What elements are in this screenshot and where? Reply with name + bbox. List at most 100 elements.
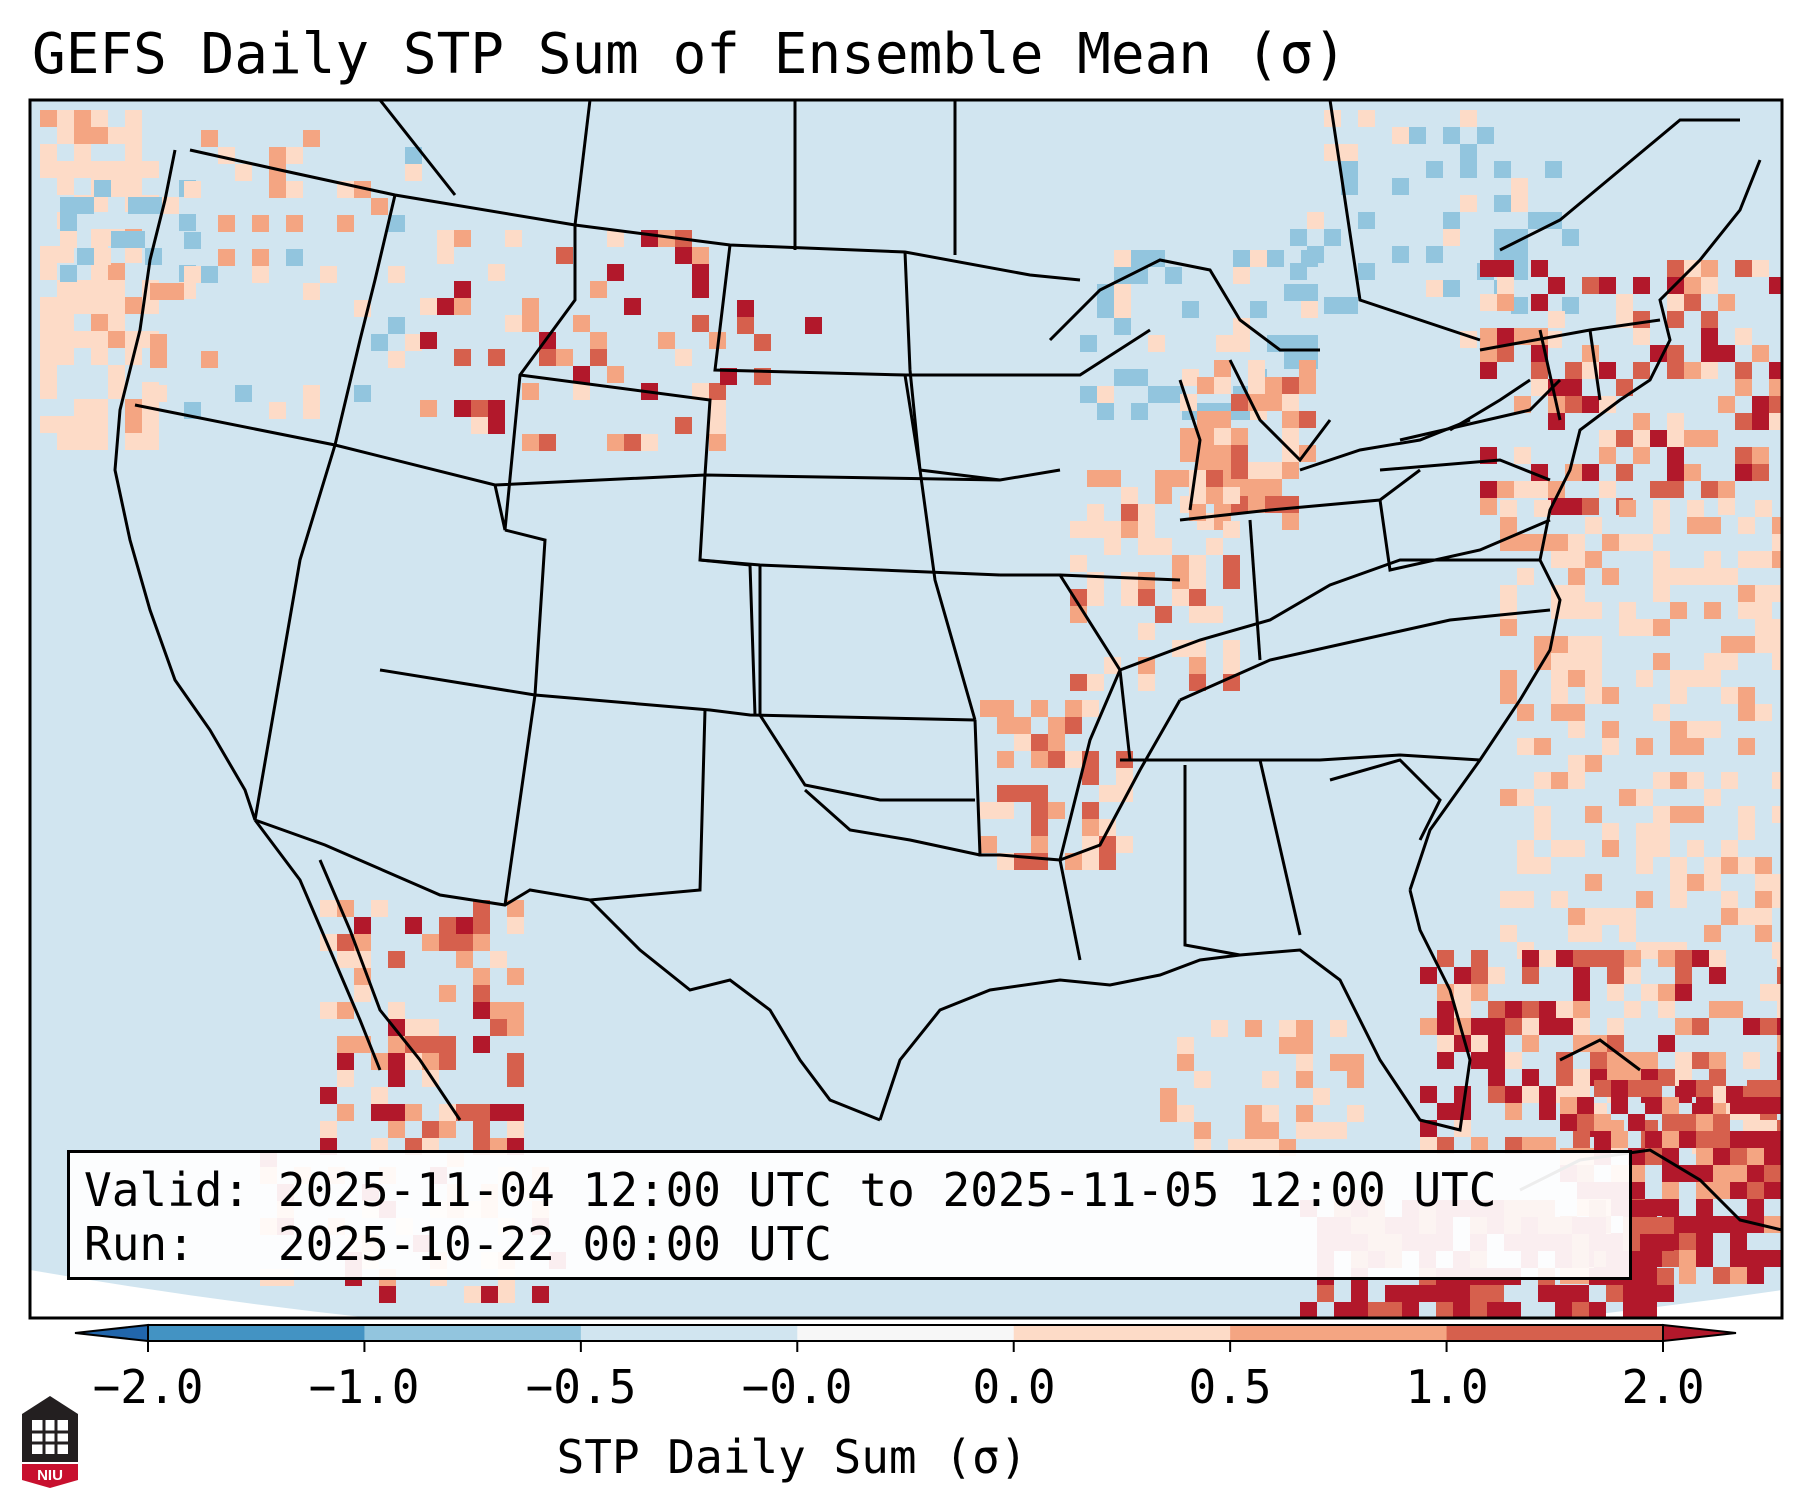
anomaly-cell [1667, 481, 1684, 498]
anomaly-cell [1214, 360, 1231, 377]
anomaly-cell [1155, 487, 1172, 504]
anomaly-cell [1539, 950, 1556, 967]
anomaly-cell [658, 230, 675, 247]
anomaly-cell [473, 934, 490, 951]
anomaly-cell [1189, 572, 1206, 589]
anomaly-cell [128, 231, 145, 248]
anomaly-cell [1641, 984, 1658, 1001]
anomaly-cell [1602, 738, 1619, 755]
anomaly-cell [456, 934, 473, 951]
anomaly-cell [1517, 789, 1534, 806]
anomaly-cell [1539, 1103, 1556, 1120]
anomaly-cell [1653, 585, 1670, 602]
anomaly-cell [1696, 1216, 1713, 1233]
anomaly-cell [1436, 1285, 1453, 1302]
anomaly-cell [1730, 1250, 1747, 1267]
anomaly-cell [1755, 891, 1772, 908]
anomaly-cell [1160, 1105, 1177, 1122]
anomaly-cell [1480, 260, 1497, 277]
colorbar [74, 1323, 1737, 1352]
anomaly-cell [1262, 1071, 1279, 1088]
anomaly-cell [1662, 1165, 1679, 1182]
anomaly-cell [1670, 874, 1687, 891]
anomaly-cell [1214, 428, 1231, 445]
anomaly-cell [74, 161, 91, 178]
anomaly-cell [74, 433, 91, 450]
anomaly-cell [184, 266, 201, 283]
anomaly-cell [1511, 195, 1528, 212]
anomaly-cell [1488, 1086, 1505, 1103]
anomaly-cell [91, 229, 108, 246]
anomaly-cell [1233, 318, 1250, 335]
anomaly-cell [74, 399, 91, 416]
anomaly-cell [1718, 396, 1735, 413]
anomaly-cell [1562, 297, 1579, 314]
anomaly-cell [108, 127, 125, 144]
anomaly-cell [1781, 1114, 1782, 1131]
anomaly-cell [1701, 260, 1718, 277]
anomaly-cell [1721, 687, 1738, 704]
anomaly-cell [1769, 413, 1782, 430]
anomaly-cell [1704, 925, 1721, 942]
anomaly-cell [1687, 517, 1704, 534]
anomaly-cell [1713, 1114, 1730, 1131]
anomaly-cell [1747, 1080, 1764, 1097]
anomaly-cell [1568, 534, 1585, 551]
anomaly-cell [1324, 229, 1341, 246]
anomaly-cell [1284, 352, 1301, 369]
anomaly-cell [1104, 470, 1121, 487]
anomaly-cell [1334, 1302, 1351, 1318]
anomaly-cell [1747, 1165, 1764, 1182]
anomaly-cell [1031, 836, 1048, 853]
colorbar-segment [1230, 1325, 1448, 1341]
anomaly-cell [1296, 1054, 1313, 1071]
anomaly-cell [498, 1286, 515, 1303]
anomaly-cell [473, 917, 490, 934]
anomaly-cell [439, 985, 456, 1002]
anomaly-cell [1299, 377, 1316, 394]
anomaly-cell [1713, 1131, 1730, 1148]
anomaly-cell [201, 351, 218, 368]
anomaly-cell [607, 230, 624, 247]
anomaly-cell [1121, 521, 1138, 538]
anomaly-cell [1177, 1037, 1194, 1054]
anomaly-cell [1628, 1182, 1645, 1199]
anomaly-cell [1585, 755, 1602, 772]
anomaly-cell [473, 985, 490, 1002]
valid-label: Valid: [84, 1163, 251, 1217]
anomaly-cell [1087, 521, 1104, 538]
anomaly-cell [1684, 362, 1701, 379]
anomaly-cell [1709, 967, 1726, 984]
anomaly-cell [1358, 110, 1375, 127]
anomaly-cell [1565, 498, 1582, 515]
anomaly-cell [1517, 738, 1534, 755]
anomaly-cell [74, 144, 91, 161]
anomaly-cell [388, 351, 405, 368]
anomaly-cell [658, 332, 675, 349]
anomaly-cell [108, 297, 125, 314]
anomaly-cell [150, 385, 167, 402]
anomaly-cell [1772, 891, 1782, 908]
anomaly-cell [1611, 1097, 1628, 1114]
anomaly-cell [1585, 925, 1602, 942]
anomaly-cell [1511, 297, 1528, 314]
anomaly-cell [167, 283, 184, 300]
anomaly-cell [1104, 538, 1121, 555]
anomaly-cell [1777, 967, 1782, 984]
anomaly-cell [624, 434, 641, 451]
anomaly-cell [1070, 521, 1087, 538]
anomaly-cell [1114, 369, 1131, 386]
anomaly-cell [354, 985, 371, 1002]
anomaly-cell [1494, 195, 1511, 212]
anomaly-cell [1488, 1052, 1505, 1069]
anomaly-cell [1568, 636, 1585, 653]
anomaly-cell [420, 400, 437, 417]
anomaly-cell [1777, 1018, 1782, 1035]
anomaly-cell [1048, 802, 1065, 819]
anomaly-cell [91, 195, 108, 212]
anomaly-cell [1014, 785, 1031, 802]
anomaly-cell [1330, 1020, 1347, 1037]
anomaly-cell [1437, 1001, 1454, 1018]
anomaly-cell [1223, 487, 1240, 504]
anomaly-cell [1590, 1035, 1607, 1052]
